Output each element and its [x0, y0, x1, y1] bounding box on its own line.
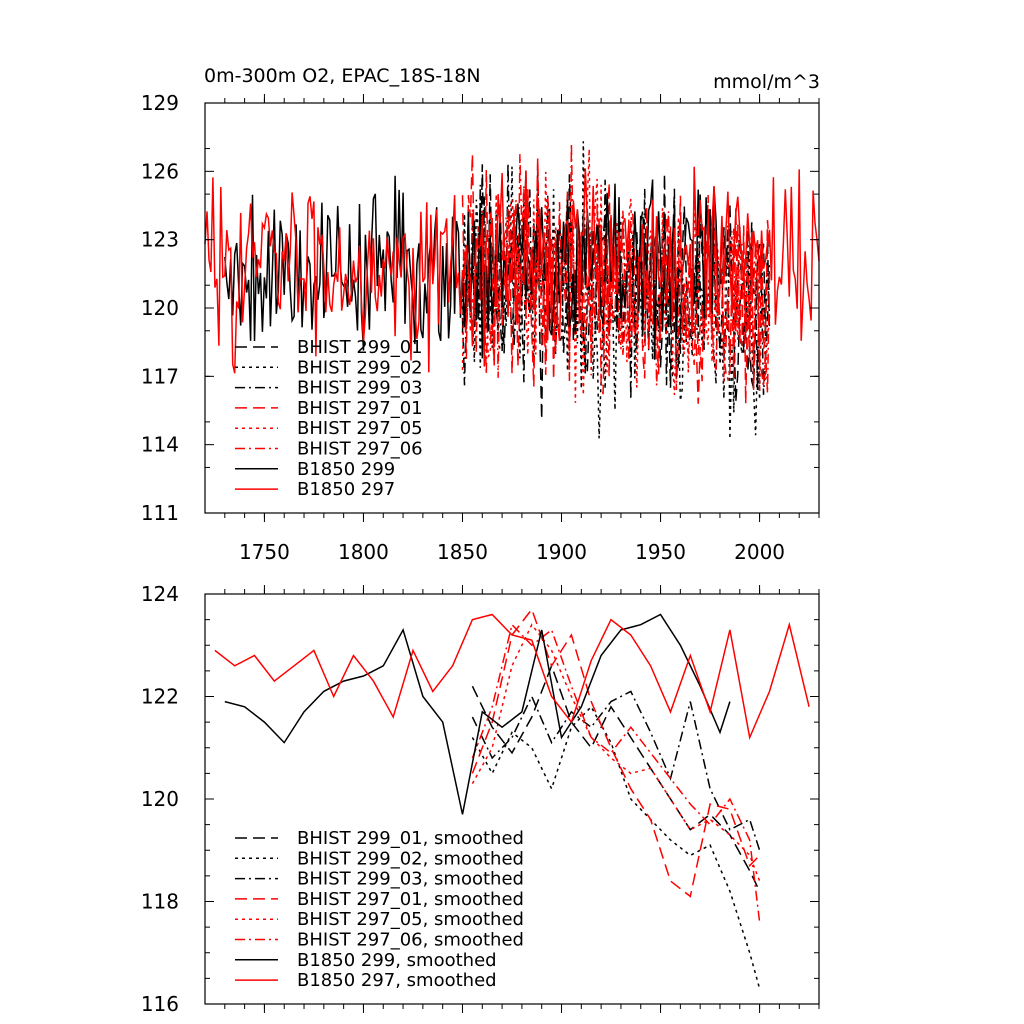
y-tick-label: 124 [141, 582, 179, 606]
series-line-bottom-0 [471, 663, 761, 892]
y-tick-label: 118 [141, 890, 179, 914]
x-tick-label: 2000 [734, 540, 785, 564]
legend-label: BHIST 297_06 [297, 439, 423, 460]
units-label: mmol/m^3 [713, 71, 820, 93]
series-line-top-6 [224, 175, 731, 360]
y-tick-label: 120 [141, 787, 179, 811]
legend-label: BHIST 297_01 [297, 398, 423, 419]
y-tick-label: 117 [141, 364, 179, 388]
legend-label: BHIST 297_01, smoothed [297, 889, 524, 910]
chart-top: 0m-300m O2, EPAC_18S-18N mmol/m^3 111 114… [141, 65, 820, 564]
y-tick-label: 114 [141, 433, 179, 457]
x-tick-label: 1800 [338, 540, 389, 564]
y-tick-label: 126 [141, 159, 179, 183]
series-line-top-4 [461, 149, 771, 403]
y-tick-label: 120 [141, 296, 179, 320]
y-tick-label: 111 [141, 501, 179, 525]
series-line-bottom-4 [471, 623, 761, 882]
series-line-bottom-6 [224, 613, 731, 815]
series-group-bottom [214, 607, 810, 989]
ticks-top: 111 114 117 120 123 126 129 1750 1800 1850 1900 195… [141, 91, 820, 564]
series-group-top [204, 141, 820, 439]
x-tick-label: 1950 [635, 540, 686, 564]
series-line-bottom-2 [471, 690, 761, 851]
legend-label: BHIST 299_03 [297, 378, 423, 399]
ticks-bottom: 116 118 120 122 124 [141, 582, 820, 1016]
y-tick-label: 123 [141, 228, 179, 252]
series-line-bottom-7 [214, 613, 810, 741]
legend-label: BHIST 299_02, smoothed [297, 848, 524, 869]
chart-title: 0m-300m O2, EPAC_18S-18N [204, 65, 481, 87]
series-line-bottom-1 [471, 705, 761, 989]
series-line-top-7 [204, 166, 820, 374]
legend-label: BHIST 297_06, smoothed [297, 930, 524, 951]
legend-label: BHIST 299_01 [297, 337, 423, 358]
legend-label: BHIST 297_05 [297, 418, 423, 439]
y-tick-label: 129 [141, 91, 179, 115]
legend-label: BHIST 299_02 [297, 357, 423, 378]
x-tick-label: 1850 [437, 540, 488, 564]
legend-label: BHIST 299_03, smoothed [297, 869, 524, 890]
legend-label: B1850 297 [297, 479, 395, 500]
legend-label: B1850 299 [297, 459, 395, 480]
legend-label: B1850 299, smoothed [297, 950, 497, 971]
legend-label: BHIST 299_01, smoothed [297, 828, 524, 849]
legend-label: BHIST 297_05, smoothed [297, 909, 524, 930]
x-tick-label: 1750 [239, 540, 290, 564]
series-line-bottom-5 [471, 623, 761, 923]
series-line-bottom-3 [471, 607, 761, 898]
y-tick-label: 122 [141, 685, 179, 709]
y-tick-label: 116 [141, 992, 179, 1016]
x-tick-label: 1900 [536, 540, 587, 564]
legend-label: B1850 297, smoothed [297, 970, 497, 991]
